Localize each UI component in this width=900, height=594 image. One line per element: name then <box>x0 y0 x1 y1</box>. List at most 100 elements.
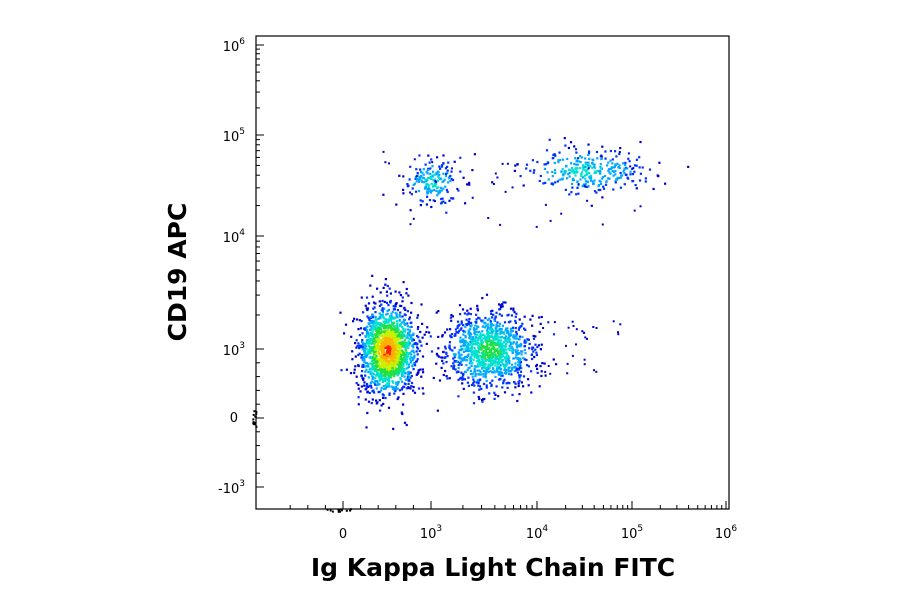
event-dot <box>377 375 380 378</box>
event-dot <box>406 351 409 355</box>
event-dot <box>367 339 370 343</box>
event-dot <box>393 363 396 366</box>
event-dot <box>403 330 407 333</box>
event-dot <box>393 344 396 347</box>
event-dot <box>467 353 470 356</box>
event-dot <box>449 334 452 337</box>
event-dot <box>382 150 385 153</box>
event-dot <box>490 383 493 386</box>
event-dot <box>514 315 517 318</box>
event-dot <box>446 171 449 174</box>
event-dot <box>483 397 486 401</box>
event-dot <box>388 372 391 375</box>
event-dot <box>582 164 585 167</box>
event-dot <box>354 342 357 345</box>
event-dot <box>558 178 561 181</box>
y-tick-label: -103 <box>218 479 245 497</box>
event-dot <box>364 328 367 331</box>
event-dot <box>609 172 612 175</box>
event-dot <box>397 353 401 356</box>
event-dot <box>561 167 564 171</box>
event-dot <box>413 158 416 161</box>
event-dot <box>467 345 470 348</box>
event-dot <box>420 179 423 182</box>
event-dot <box>540 315 543 319</box>
event-dot <box>512 309 515 312</box>
event-dot <box>368 328 371 331</box>
event-dot <box>349 372 353 375</box>
event-dot <box>408 178 411 181</box>
event-dot <box>523 327 526 330</box>
event-dot <box>513 337 516 340</box>
event-dot <box>479 373 483 376</box>
event-dot <box>389 319 392 322</box>
event-dot <box>403 319 406 322</box>
event-dot <box>413 354 416 357</box>
event-dot <box>380 330 383 333</box>
event-dot <box>482 375 485 378</box>
event-dot <box>421 171 424 174</box>
event-dot <box>446 169 449 172</box>
event-dot <box>575 171 578 174</box>
event-dot <box>503 349 506 352</box>
event-dot <box>376 372 379 375</box>
event-dot <box>485 384 488 387</box>
event-dot <box>568 171 571 175</box>
event-dot <box>427 185 430 188</box>
event-dot <box>255 411 258 413</box>
event-dot <box>408 337 411 341</box>
event-dot <box>387 379 390 382</box>
event-dot <box>463 312 466 315</box>
event-dot <box>362 343 365 346</box>
event-dot <box>376 342 380 345</box>
event-dot <box>378 399 381 402</box>
event-dot <box>502 352 505 355</box>
event-dot <box>393 324 396 328</box>
event-dot <box>382 350 385 354</box>
event-dot <box>393 367 396 370</box>
event-dot <box>577 183 580 186</box>
event-dot <box>450 319 453 322</box>
event-dot <box>388 380 391 383</box>
event-dot <box>444 201 447 204</box>
event-dot <box>408 318 411 321</box>
event-dot <box>513 335 516 339</box>
event-dot <box>387 348 391 351</box>
event-dot <box>400 358 404 361</box>
event-dot <box>503 332 506 336</box>
event-dot <box>361 370 364 373</box>
event-dot <box>532 334 535 338</box>
event-dot <box>384 387 388 390</box>
event-dot <box>420 375 423 378</box>
event-dot <box>476 379 479 382</box>
event-dot <box>440 201 443 204</box>
event-dot <box>582 165 585 168</box>
event-dot <box>394 304 397 307</box>
event-dot <box>364 365 367 368</box>
event-dot <box>394 290 397 293</box>
event-dot <box>448 377 451 380</box>
event-dot <box>584 180 588 183</box>
event-dot <box>425 203 428 206</box>
event-dot <box>392 372 395 375</box>
event-dot <box>402 392 405 395</box>
event-dot <box>600 158 603 161</box>
event-dot <box>373 333 376 336</box>
event-dot <box>401 340 404 343</box>
event-dot <box>437 347 440 350</box>
event-dot <box>463 339 466 343</box>
event-dot <box>505 353 508 356</box>
event-dot <box>485 346 488 349</box>
event-dot <box>392 370 396 373</box>
event-dot <box>457 352 461 355</box>
event-dot <box>365 382 369 386</box>
event-dot <box>386 321 389 324</box>
event-dot <box>387 304 390 307</box>
event-dot <box>599 163 602 166</box>
event-dot <box>454 334 457 337</box>
event-dot <box>398 389 401 392</box>
event-dot <box>586 199 589 202</box>
event-dot <box>397 371 400 374</box>
event-dot <box>254 415 257 418</box>
event-dot <box>371 330 374 333</box>
